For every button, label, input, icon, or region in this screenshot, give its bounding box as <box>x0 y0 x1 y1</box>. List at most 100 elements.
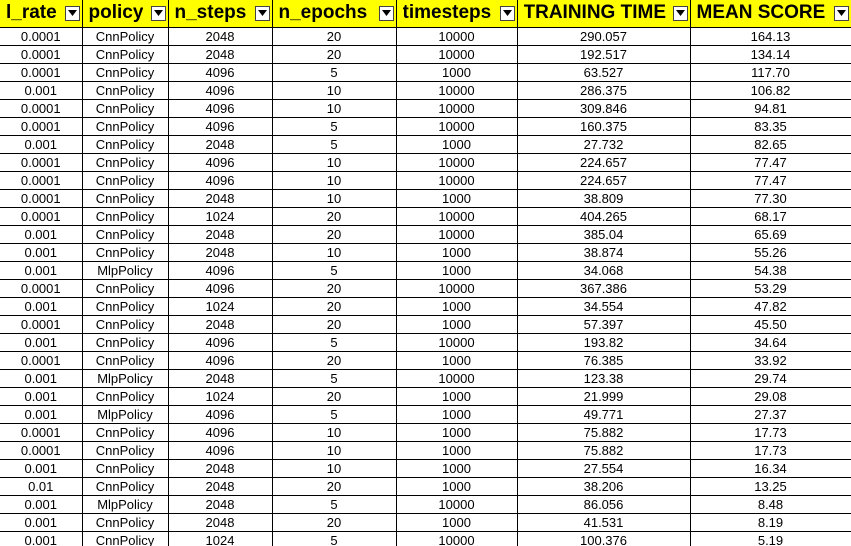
col-n-epochs-cell[interactable]: 10 <box>272 81 397 100</box>
col-mean-score-cell[interactable]: 17.73 <box>690 441 851 460</box>
col-n-epochs-cell[interactable]: 20 <box>272 513 397 532</box>
col-n-epochs-cell[interactable]: 5 <box>272 117 397 136</box>
col-mean-score-cell[interactable]: 29.08 <box>690 387 851 406</box>
col-policy-cell[interactable]: CnnPolicy <box>82 351 169 370</box>
col-n-steps-cell[interactable]: 1024 <box>168 387 273 406</box>
col-policy-cell[interactable]: CnnPolicy <box>82 387 169 406</box>
autofilter-button[interactable] <box>150 5 166 21</box>
col-l-rate-cell[interactable]: 0.001 <box>0 333 83 352</box>
col-mean-score-cell[interactable]: 164.13 <box>690 27 851 46</box>
col-n-steps-cell[interactable]: 4096 <box>168 171 273 190</box>
col-n-steps-cell[interactable]: 2048 <box>168 243 273 262</box>
col-mean-score-cell[interactable]: 94.81 <box>690 99 851 118</box>
col-mean-score-cell[interactable]: 83.35 <box>690 117 851 136</box>
col-timesteps-cell[interactable]: 1000 <box>396 405 518 424</box>
col-n-steps-cell[interactable]: 2048 <box>168 459 273 478</box>
col-n-epochs-cell[interactable]: 20 <box>272 387 397 406</box>
col-policy-cell[interactable]: CnnPolicy <box>82 189 169 208</box>
col-l-rate-cell[interactable]: 0.0001 <box>0 441 83 460</box>
col-training-time-cell[interactable]: 76.385 <box>517 351 691 370</box>
col-n-steps-cell[interactable]: 2048 <box>168 27 273 46</box>
col-timesteps-cell[interactable]: 1000 <box>396 351 518 370</box>
autofilter-button[interactable] <box>254 5 270 21</box>
col-n-epochs-cell[interactable]: 20 <box>272 27 397 46</box>
col-n-steps-cell[interactable]: 4096 <box>168 117 273 136</box>
col-l-rate-cell[interactable]: 0.0001 <box>0 45 83 64</box>
col-n-steps-cell[interactable]: 4096 <box>168 405 273 424</box>
col-timesteps-cell[interactable]: 1000 <box>396 63 518 82</box>
col-n-epochs-cell[interactable]: 5 <box>272 63 397 82</box>
col-mean-score-cell[interactable]: 106.82 <box>690 81 851 100</box>
col-policy-cell[interactable]: CnnPolicy <box>82 135 169 154</box>
col-n-steps-cell[interactable]: 2048 <box>168 315 273 334</box>
col-training-time-cell[interactable]: 367.386 <box>517 279 691 298</box>
col-n-epochs-cell[interactable]: 10 <box>272 423 397 442</box>
col-n-steps-cell[interactable]: 2048 <box>168 495 273 514</box>
col-training-time-cell[interactable]: 86.056 <box>517 495 691 514</box>
col-n-steps-cell[interactable]: 4096 <box>168 441 273 460</box>
col-n-steps-cell[interactable]: 1024 <box>168 297 273 316</box>
col-training-time-cell[interactable]: 21.999 <box>517 387 691 406</box>
col-policy-cell[interactable]: CnnPolicy <box>82 315 169 334</box>
col-training-time-cell[interactable]: 27.554 <box>517 459 691 478</box>
col-timesteps-cell[interactable]: 1000 <box>396 261 518 280</box>
col-mean-score-cell[interactable]: 5.19 <box>690 531 851 546</box>
col-policy-cell[interactable]: MlpPolicy <box>82 261 169 280</box>
col-n-epochs-cell[interactable]: 5 <box>272 495 397 514</box>
col-l-rate-cell[interactable]: 0.001 <box>0 405 83 424</box>
autofilter-button[interactable] <box>833 5 849 21</box>
col-n-epochs-cell[interactable]: 10 <box>272 189 397 208</box>
col-l-rate-cell[interactable]: 0.001 <box>0 297 83 316</box>
col-mean-score-cell[interactable]: 82.65 <box>690 135 851 154</box>
col-training-time-cell[interactable]: 38.809 <box>517 189 691 208</box>
col-timesteps-cell[interactable]: 1000 <box>396 297 518 316</box>
col-mean-score-cell[interactable]: 8.19 <box>690 513 851 532</box>
col-mean-score-cell[interactable]: 29.74 <box>690 369 851 388</box>
col-policy-cell[interactable]: CnnPolicy <box>82 171 169 190</box>
col-timesteps-cell[interactable]: 10000 <box>396 45 518 64</box>
col-l-rate-cell[interactable]: 0.0001 <box>0 351 83 370</box>
col-l-rate-cell[interactable]: 0.01 <box>0 477 83 496</box>
col-timesteps-cell[interactable]: 10000 <box>396 27 518 46</box>
col-timesteps-cell[interactable]: 1000 <box>396 189 518 208</box>
col-mean-score-cell[interactable]: 55.26 <box>690 243 851 262</box>
col-n-steps-cell[interactable]: 2048 <box>168 477 273 496</box>
col-n-steps-cell[interactable]: 4096 <box>168 261 273 280</box>
col-training-time-cell[interactable]: 75.882 <box>517 441 691 460</box>
col-l-rate-cell[interactable]: 0.001 <box>0 513 83 532</box>
col-policy-cell[interactable]: CnnPolicy <box>82 441 169 460</box>
col-l-rate-cell[interactable]: 0.0001 <box>0 27 83 46</box>
col-n-epochs-cell[interactable]: 20 <box>272 297 397 316</box>
col-n-steps-cell[interactable]: 1024 <box>168 207 273 226</box>
col-l-rate-cell[interactable]: 0.001 <box>0 135 83 154</box>
col-n-epochs-cell[interactable]: 20 <box>272 351 397 370</box>
col-n-steps-cell[interactable]: 1024 <box>168 531 273 546</box>
col-l-rate-cell[interactable]: 0.0001 <box>0 153 83 172</box>
col-policy-cell[interactable]: CnnPolicy <box>82 207 169 226</box>
col-policy-cell[interactable]: CnnPolicy <box>82 153 169 172</box>
col-training-time-cell[interactable]: 75.882 <box>517 423 691 442</box>
col-policy-cell[interactable]: CnnPolicy <box>82 225 169 244</box>
col-n-epochs-cell[interactable]: 5 <box>272 135 397 154</box>
col-training-time-cell[interactable]: 57.397 <box>517 315 691 334</box>
col-training-time-cell[interactable]: 123.38 <box>517 369 691 388</box>
col-timesteps-cell[interactable]: 1000 <box>396 459 518 478</box>
col-n-epochs-cell[interactable]: 10 <box>272 243 397 262</box>
col-policy-cell[interactable]: CnnPolicy <box>82 117 169 136</box>
col-training-time-cell[interactable]: 290.057 <box>517 27 691 46</box>
col-n-epochs-cell[interactable]: 5 <box>272 405 397 424</box>
col-n-steps-cell[interactable]: 2048 <box>168 45 273 64</box>
col-n-epochs-cell[interactable]: 20 <box>272 45 397 64</box>
col-n-steps-cell[interactable]: 4096 <box>168 153 273 172</box>
col-n-steps-cell[interactable]: 2048 <box>168 225 273 244</box>
col-policy-cell[interactable]: CnnPolicy <box>82 45 169 64</box>
col-l-rate-cell[interactable]: 0.001 <box>0 495 83 514</box>
col-training-time-cell[interactable]: 224.657 <box>517 171 691 190</box>
col-l-rate-cell[interactable]: 0.0001 <box>0 63 83 82</box>
col-training-time-cell[interactable]: 193.82 <box>517 333 691 352</box>
col-n-epochs-cell[interactable]: 5 <box>272 261 397 280</box>
col-l-rate-cell[interactable]: 0.0001 <box>0 279 83 298</box>
col-n-epochs-cell[interactable]: 10 <box>272 99 397 118</box>
col-timesteps-cell[interactable]: 10000 <box>396 207 518 226</box>
col-training-time-cell[interactable]: 49.771 <box>517 405 691 424</box>
